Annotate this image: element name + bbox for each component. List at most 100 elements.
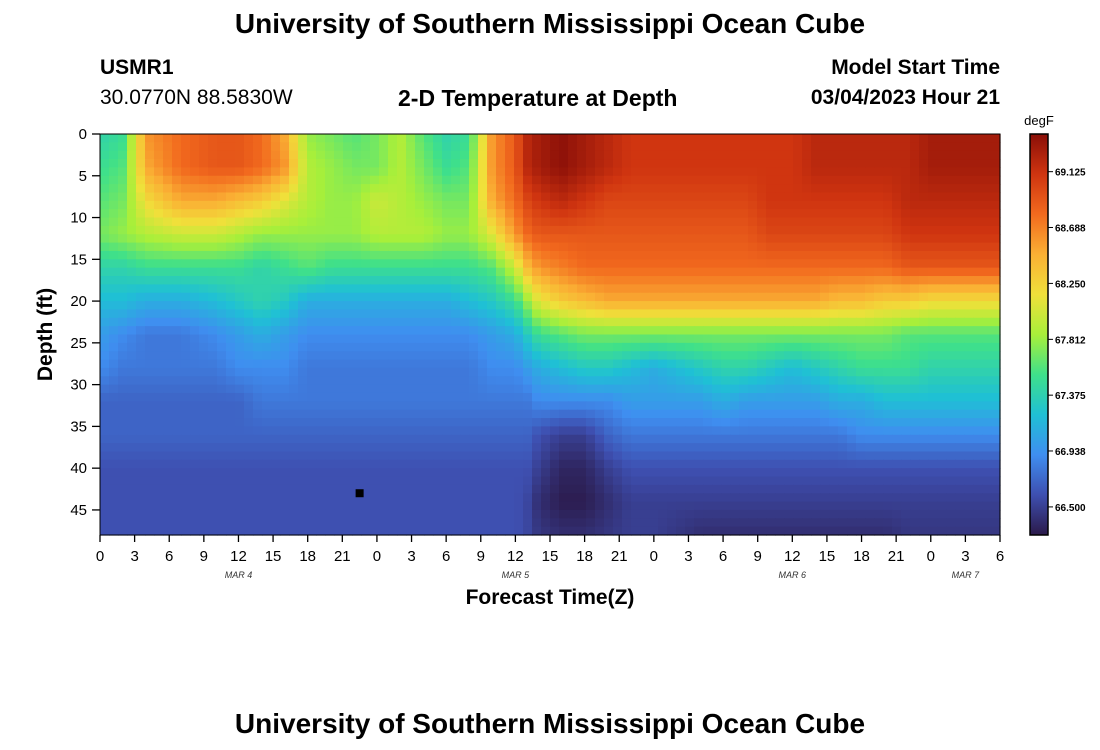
heatmap-cell: [433, 292, 443, 302]
heatmap-cell: [541, 451, 551, 461]
heatmap-cell: [775, 342, 785, 352]
heatmap-cell: [964, 317, 974, 327]
heatmap-cell: [433, 326, 443, 336]
heatmap-cell: [847, 150, 857, 160]
heatmap-cell: [802, 217, 812, 227]
heatmap-cell: [622, 484, 632, 494]
heatmap-cell: [316, 359, 326, 369]
heatmap-cell: [928, 250, 938, 260]
heatmap-cell: [874, 459, 884, 469]
heatmap-cell: [523, 468, 533, 478]
heatmap-cell: [856, 200, 866, 210]
heatmap-cell: [280, 167, 290, 177]
heatmap-cell: [370, 192, 380, 202]
heatmap-cell: [523, 209, 533, 219]
heatmap-cell: [973, 367, 983, 377]
heatmap-cell: [208, 225, 218, 235]
heatmap-cell: [217, 518, 227, 528]
heatmap-cell: [532, 175, 542, 185]
heatmap-cell: [307, 292, 317, 302]
heatmap-cell: [496, 351, 506, 361]
heatmap-cell: [235, 292, 245, 302]
heatmap-cell: [928, 426, 938, 436]
heatmap-cell: [676, 509, 686, 519]
heatmap-cell: [325, 134, 335, 143]
heatmap-cell: [613, 167, 623, 177]
heatmap-cell: [343, 250, 353, 260]
heatmap-cell: [343, 392, 353, 402]
heatmap-cell: [226, 401, 236, 411]
heatmap-cell: [487, 301, 497, 311]
heatmap-cell: [343, 267, 353, 277]
heatmap-cell: [838, 267, 848, 277]
heatmap-cell: [937, 292, 947, 302]
heatmap-cell: [559, 159, 569, 169]
heatmap-cell: [352, 518, 362, 528]
heatmap-cell: [451, 501, 461, 511]
heatmap-cell: [901, 242, 911, 252]
heatmap-cell: [415, 526, 425, 536]
heatmap-cell: [136, 225, 146, 235]
heatmap-cell: [190, 134, 200, 143]
heatmap-cell: [478, 334, 488, 344]
heatmap-cell: [541, 167, 551, 177]
heatmap-cell: [577, 159, 587, 169]
heatmap-cell: [604, 376, 614, 386]
heatmap-cell: [118, 334, 128, 344]
heatmap-cell: [433, 376, 443, 386]
heatmap-cell: [487, 175, 497, 185]
heatmap-cell: [595, 401, 605, 411]
colorbar-gradient: [1029, 133, 1049, 536]
heatmap-cell: [631, 401, 641, 411]
heatmap-cell: [235, 250, 245, 260]
heatmap-cell: [586, 267, 596, 277]
heatmap-cell: [145, 434, 155, 444]
heatmap-cell: [406, 167, 416, 177]
heatmap-cell: [649, 392, 659, 402]
heatmap-cell: [100, 493, 110, 503]
heatmap-cell: [910, 484, 920, 494]
heatmap-cell: [766, 376, 776, 386]
heatmap-cell: [586, 359, 596, 369]
heatmap-cell: [586, 384, 596, 394]
heatmap-cell: [721, 242, 731, 252]
heatmap-cell: [154, 518, 164, 528]
heatmap-cell: [901, 526, 911, 536]
heatmap-cell: [730, 493, 740, 503]
heatmap-cell: [397, 443, 407, 453]
heatmap-cell: [721, 493, 731, 503]
heatmap-cell: [775, 317, 785, 327]
heatmap-cell: [289, 209, 299, 219]
heatmap-cell: [136, 276, 146, 285]
heatmap-cell: [928, 225, 938, 235]
heatmap-cell: [721, 334, 731, 344]
heatmap-cell: [136, 267, 146, 277]
heatmap-cell: [991, 225, 1001, 235]
heatmap-cell: [883, 409, 893, 419]
heatmap-cell: [118, 259, 128, 269]
heatmap-cell: [262, 468, 272, 478]
heatmap-cell: [118, 443, 128, 453]
heatmap-cell: [316, 234, 326, 244]
heatmap-cell: [136, 309, 146, 319]
heatmap-cell: [874, 175, 884, 185]
heatmap-cell: [271, 443, 281, 453]
heatmap-cell: [424, 242, 434, 252]
heatmap-cell: [487, 418, 497, 427]
heatmap-cell: [379, 459, 389, 469]
heatmap-cell: [172, 401, 182, 411]
heatmap-cell: [451, 351, 461, 361]
heatmap-cell: [172, 359, 182, 369]
heatmap-cell: [919, 142, 929, 152]
heatmap-cell: [802, 184, 812, 194]
heatmap-cell: [370, 359, 380, 369]
heatmap-cell: [577, 267, 587, 277]
heatmap-cell: [460, 267, 470, 277]
heatmap-cell: [937, 401, 947, 411]
heatmap-cell: [775, 468, 785, 478]
heatmap-cell: [658, 192, 668, 202]
heatmap-cell: [748, 392, 758, 402]
heatmap-cell: [370, 159, 380, 169]
x-tick-label: 12: [784, 548, 801, 565]
heatmap-cell: [316, 426, 326, 436]
